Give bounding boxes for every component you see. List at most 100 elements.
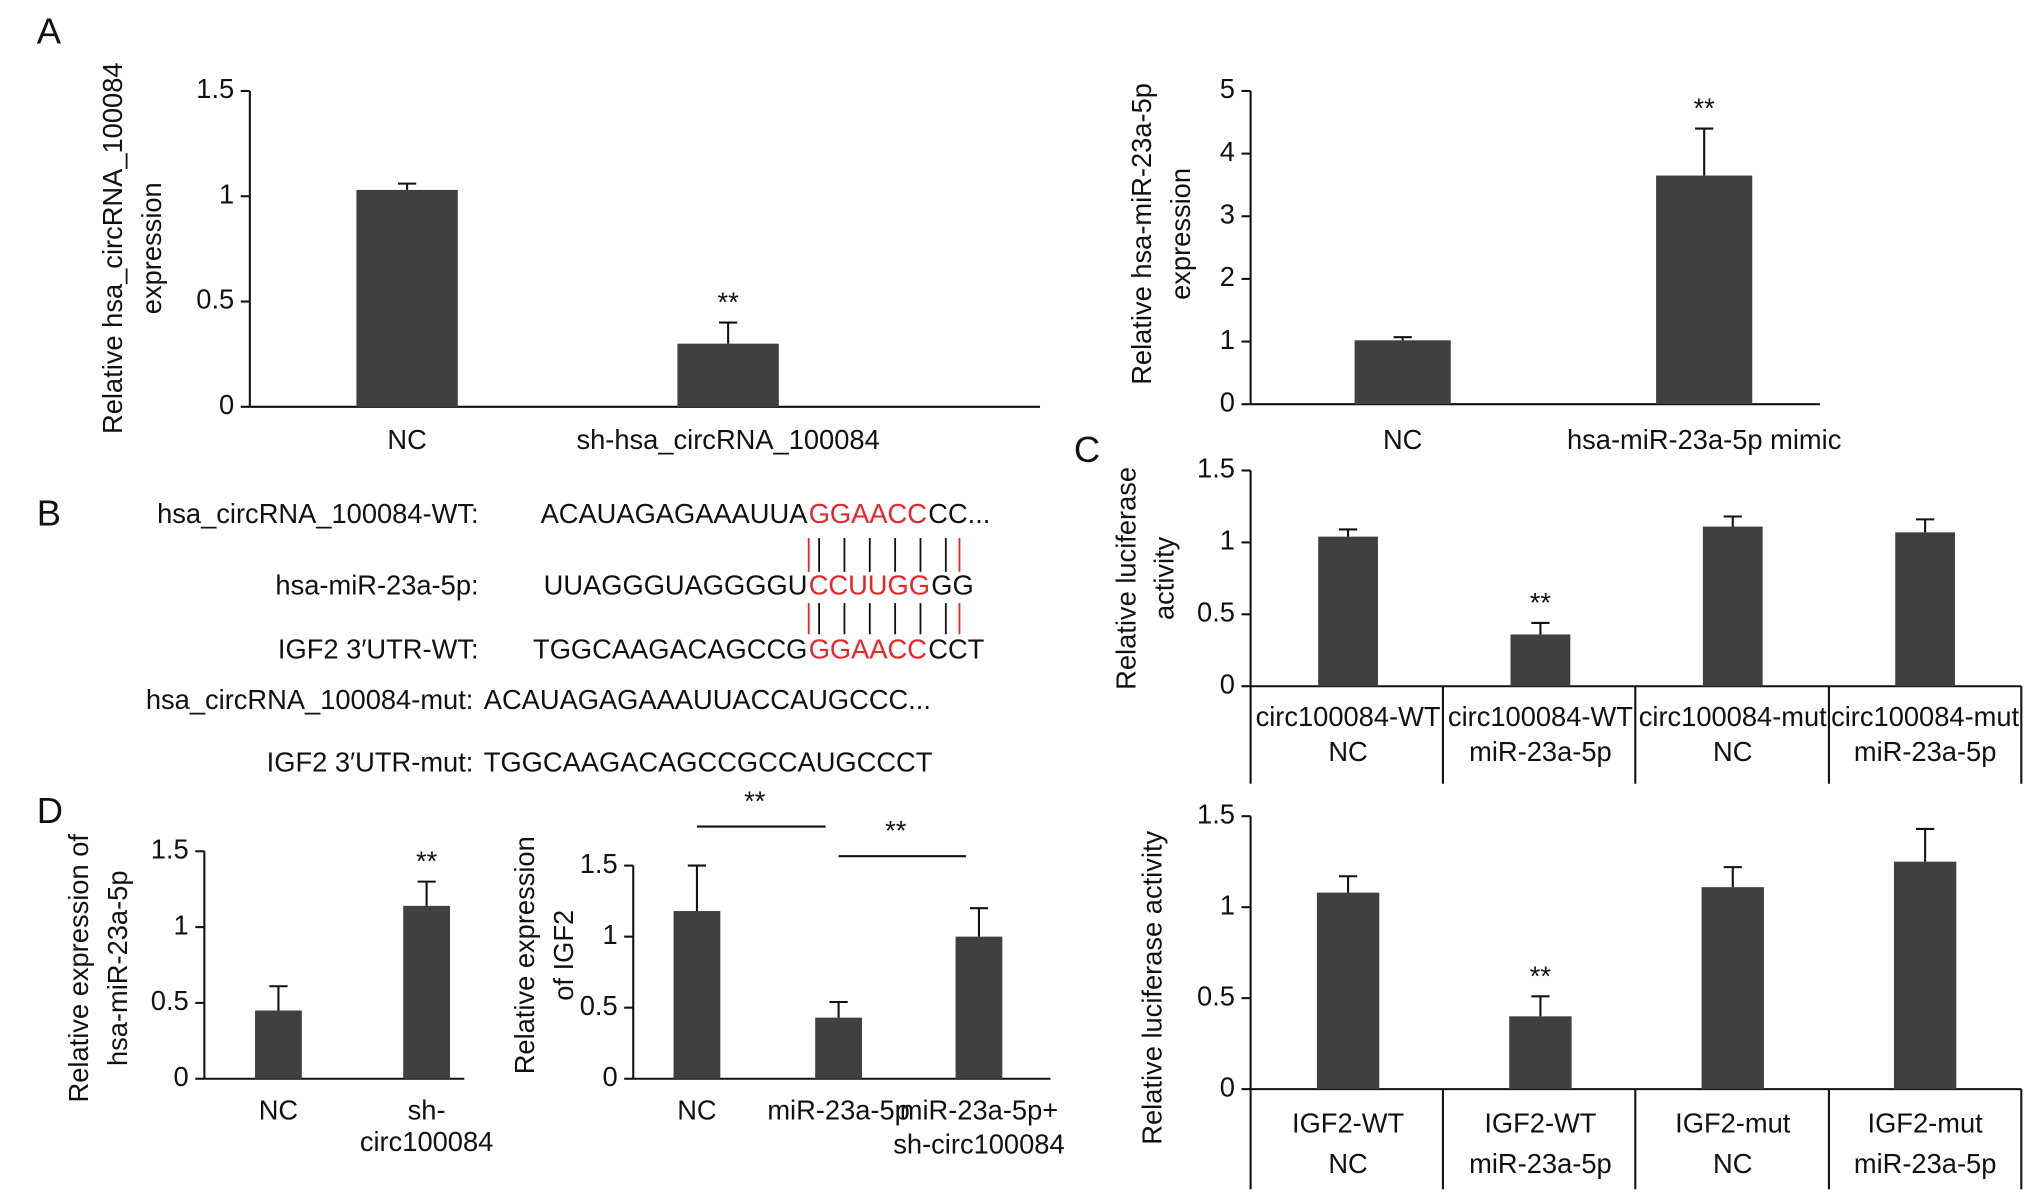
- x-tick-label: miR-23a-5p: [1469, 736, 1612, 767]
- x-tick-label: NC: [387, 424, 426, 455]
- y-tick-label: 2: [1220, 261, 1235, 292]
- sequence: ACAUAGAGAAAUUACCAUGCCC...: [484, 684, 931, 715]
- y-tick-label: 1.5: [196, 73, 234, 104]
- y-tick-label: 0: [1220, 1071, 1235, 1102]
- y-axis-label: activity: [1148, 536, 1179, 620]
- x-tick-label: NC: [1328, 1148, 1367, 1179]
- y-axis-label: Relative expression of: [63, 834, 94, 1103]
- panel-letter: D: [37, 790, 63, 831]
- x-tick-label: miR-23a-5p: [1469, 1148, 1612, 1179]
- sequence-label: IGF2 3′UTR-WT:: [278, 633, 479, 664]
- x-tick-label: IGF2-WT: [1484, 1108, 1596, 1139]
- x-tick-label: circ100084: [360, 1126, 493, 1157]
- x-tick-label: NC: [1328, 736, 1367, 767]
- y-axis-label: of IGF2: [548, 910, 579, 1001]
- y-tick-label: 3: [1220, 198, 1235, 229]
- bar: [1510, 634, 1571, 687]
- sequence-highlight: GGAACC: [809, 498, 927, 529]
- y-tick-label: 0: [174, 1061, 189, 1092]
- x-tick-label: IGF2-WT: [1292, 1108, 1404, 1139]
- y-tick-label: 1.5: [580, 848, 618, 879]
- x-tick-label: miR-23a-5p: [767, 1095, 910, 1126]
- x-tick-label: NC: [259, 1095, 298, 1126]
- y-tick-label: 0.5: [1197, 597, 1235, 628]
- panel-letter: A: [37, 10, 62, 51]
- x-tick-label: miR-23a-5p+: [900, 1095, 1058, 1126]
- x-tick-label: hsa-miR-23a-5p mimic: [1567, 424, 1841, 455]
- y-axis-label: expression: [1165, 168, 1196, 300]
- y-tick-label: 1.5: [1197, 453, 1235, 484]
- y-tick-label: 0: [219, 389, 234, 420]
- y-tick-label: 5: [1220, 73, 1235, 104]
- x-tick-label: miR-23a-5p: [1854, 1148, 1997, 1179]
- bar: [955, 936, 1003, 1079]
- y-tick-label: 1: [1220, 525, 1235, 556]
- y-tick-label: 1: [1220, 889, 1235, 920]
- y-axis-label: expression: [136, 182, 167, 314]
- bar: [1702, 526, 1763, 687]
- bar: [1318, 536, 1378, 687]
- panel-letter: B: [37, 493, 61, 534]
- sequence: GG: [931, 570, 973, 601]
- sequence: ACAUAGAGAAAUUA: [541, 498, 809, 529]
- y-axis-label: Relative luciferase activity: [1137, 830, 1168, 1144]
- sequence: TGGCAAGACAGCCG: [533, 633, 807, 664]
- sequence-highlight: GGAACC: [809, 633, 927, 664]
- x-tick-label: circ100084-mut: [1831, 701, 2019, 732]
- y-tick-label: 0.5: [1197, 980, 1235, 1011]
- bar: [403, 905, 450, 1079]
- sequence-label: hsa-miR-23a-5p:: [275, 570, 478, 601]
- y-axis-label: Relative luciferase: [1111, 467, 1142, 690]
- significance: **: [744, 785, 766, 816]
- y-axis-label: hsa-miR-23a-5p: [102, 870, 133, 1066]
- bar: [1509, 1016, 1572, 1090]
- sequence: TGGCAAGACAGCCGCCAUGCCCT: [484, 746, 933, 777]
- y-tick-label: 1: [602, 919, 617, 950]
- sequence-label: hsa_circRNA_100084-mut:: [146, 684, 474, 715]
- y-tick-label: 0: [1220, 386, 1235, 417]
- x-tick-label: sh-circ100084: [893, 1129, 1064, 1160]
- bar: [1895, 532, 1956, 687]
- bar: [1316, 892, 1380, 1090]
- significance: **: [885, 815, 907, 846]
- bar: [1893, 861, 1957, 1090]
- significance: **: [1530, 587, 1552, 618]
- x-tick-label: NC: [677, 1095, 716, 1126]
- panel-letter: C: [1074, 429, 1100, 470]
- y-tick-label: 1: [219, 178, 234, 209]
- y-axis-label: Relative hsa_circRNA_100084: [97, 62, 128, 434]
- x-tick-label: NC: [1713, 736, 1752, 767]
- bar: [815, 1017, 862, 1079]
- x-tick-label: circ100084-WT: [1256, 701, 1441, 732]
- bar: [677, 343, 779, 407]
- x-tick-label: circ100084-WT: [1448, 701, 1633, 732]
- y-tick-label: 1.5: [1197, 798, 1235, 829]
- bar: [673, 911, 721, 1079]
- sequence-label: hsa_circRNA_100084-WT:: [157, 498, 478, 529]
- sequence-label: IGF2 3′UTR-mut:: [267, 746, 474, 777]
- sequence: CC...: [928, 498, 990, 529]
- sequence: CCT: [928, 633, 984, 664]
- y-tick-label: 1.5: [151, 833, 189, 864]
- y-tick-label: 0.5: [580, 990, 618, 1021]
- y-tick-label: 0: [602, 1061, 617, 1092]
- x-tick-label: sh-hsa_circRNA_100084: [576, 424, 879, 455]
- bar: [356, 189, 458, 407]
- x-tick-label: circ100084-mut: [1639, 701, 1827, 732]
- y-tick-label: 0.5: [196, 284, 234, 315]
- bar: [1701, 887, 1764, 1090]
- bar: [1656, 175, 1753, 405]
- significance: **: [718, 287, 740, 318]
- y-axis-label: Relative expression: [509, 836, 540, 1074]
- significance: **: [1694, 93, 1716, 124]
- x-tick-label: NC: [1383, 424, 1422, 455]
- significance: **: [416, 846, 438, 877]
- y-tick-label: 1: [1220, 324, 1235, 355]
- x-tick-label: IGF2-mut: [1868, 1108, 1984, 1139]
- significance: **: [1530, 960, 1552, 991]
- x-tick-label: NC: [1713, 1148, 1752, 1179]
- y-axis-label: Relative hsa-miR-23a-5p: [1126, 83, 1157, 385]
- sequence-highlight: CCUUGG: [809, 570, 930, 601]
